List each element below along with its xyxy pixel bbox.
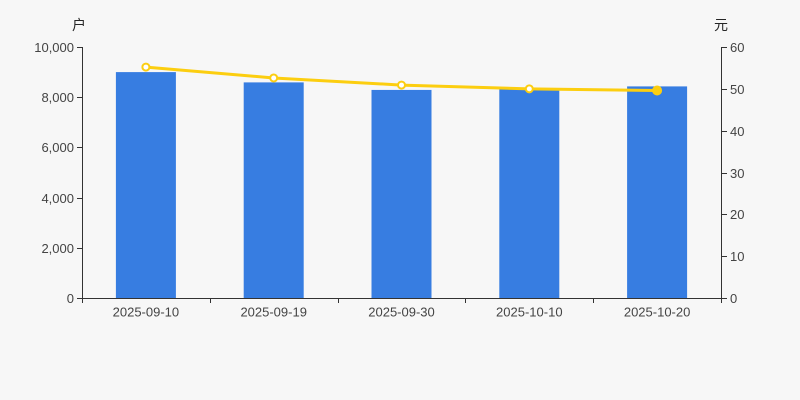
line-point-2025-09-30[interactable] xyxy=(397,80,406,90)
bar-2025-10-10[interactable] xyxy=(499,88,560,299)
left-axis-unit-label: 户 xyxy=(72,17,86,33)
line-point-2025-09-19[interactable] xyxy=(269,73,279,83)
left-axis-tick-label: 6,000 xyxy=(41,140,74,155)
right-axis-tick-label: 20 xyxy=(730,207,744,222)
x-axis-category-label: 2025-09-10 xyxy=(113,305,180,320)
left-axis-tick-label: 4,000 xyxy=(41,191,74,206)
right-axis-tick-label: 50 xyxy=(730,82,744,97)
left-axis-tick-label: 8,000 xyxy=(41,90,74,105)
x-axis-category-label: 2025-09-30 xyxy=(368,305,435,320)
x-axis-category-label: 2025-10-10 xyxy=(496,305,563,320)
right-axis-unit-label: 元 xyxy=(714,17,728,33)
line-point-2025-10-20[interactable] xyxy=(652,85,663,96)
bar-2025-09-19[interactable] xyxy=(243,82,304,299)
left-axis-tick-label: 2,000 xyxy=(41,241,74,256)
line-point-2025-10-10[interactable] xyxy=(524,84,534,94)
x-axis-category-label: 2025-09-19 xyxy=(240,305,307,320)
right-axis-tick-label: 10 xyxy=(730,249,744,264)
x-axis-category-label: 2025-10-20 xyxy=(624,305,691,320)
bar-2025-09-10[interactable] xyxy=(115,72,176,298)
right-axis-tick-label: 40 xyxy=(730,124,744,139)
bar-2025-09-30[interactable] xyxy=(371,89,432,299)
right-axis-tick-label: 30 xyxy=(730,166,744,181)
left-axis-tick-label: 10,000 xyxy=(34,40,74,55)
bar-2025-10-20[interactable] xyxy=(627,86,688,298)
right-axis-tick-label: 60 xyxy=(730,40,744,55)
right-axis-tick-label: 0 xyxy=(730,291,737,306)
line-point-2025-09-10[interactable] xyxy=(141,62,151,72)
left-axis-tick-label: 0 xyxy=(67,291,74,306)
